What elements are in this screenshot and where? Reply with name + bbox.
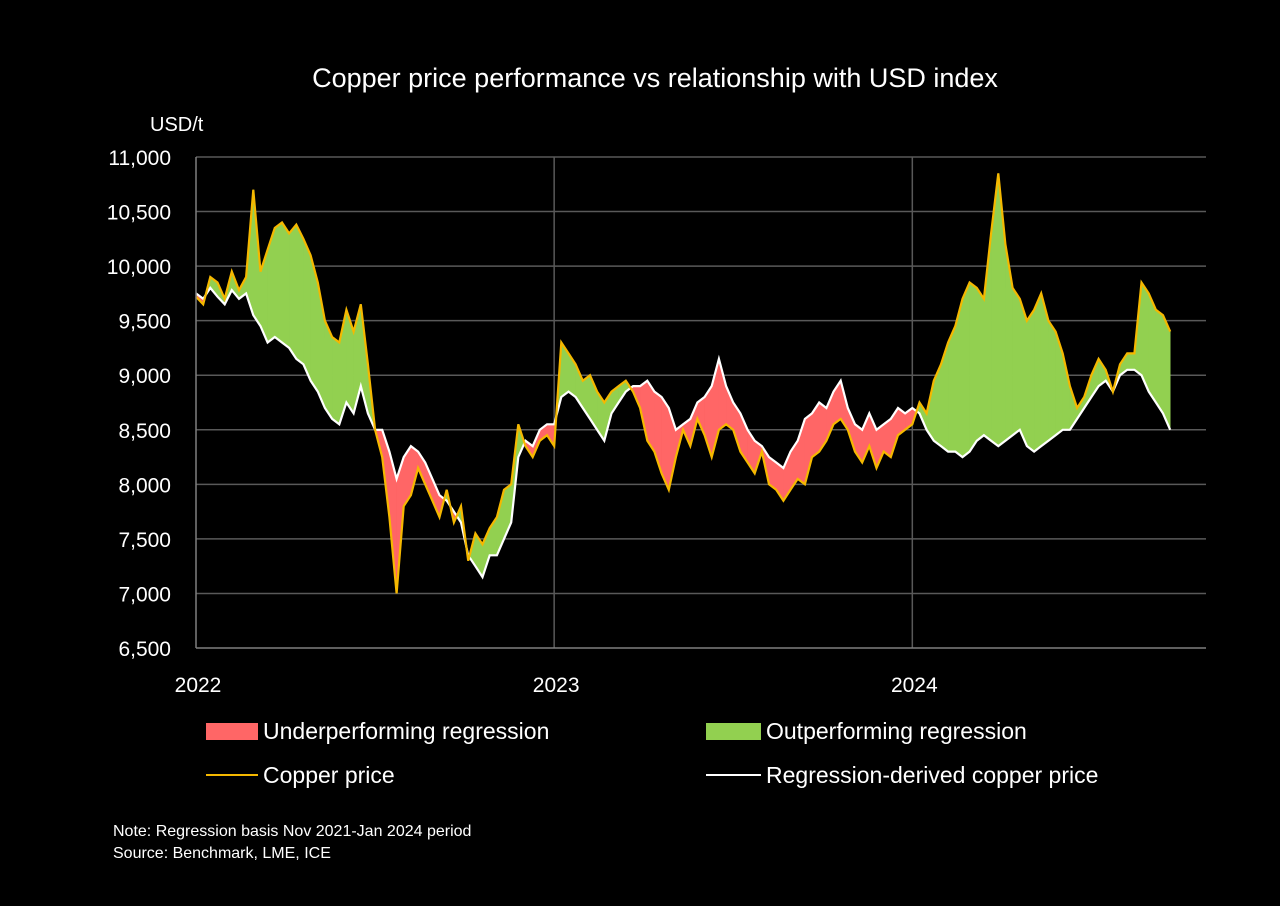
y-tick-label: 8,500 [118,420,171,443]
outperforming-fill [1033,293,1042,453]
x-tick-labels: 2022 2023 2024 [175,674,938,697]
outperforming-fill [1005,244,1013,442]
regression-line [195,286,1172,580]
outperforming-fill [295,224,304,365]
x-tick-label: 2024 [891,674,938,697]
footnote-note: Note: Regression basis Nov 2021-Jan 2024… [113,823,471,840]
outperforming-fill [990,173,999,447]
x-gridlines [553,157,914,648]
legend-swatch-outperforming [706,723,761,740]
legend-swatch-underperforming [206,723,258,740]
outperforming-fill [962,282,970,458]
outperforming-fill [274,221,283,344]
legend-label-copper: Copper price [263,762,395,788]
performance-fills [195,173,1171,594]
y-tick-label: 8,000 [118,474,171,497]
legend-label-underperforming: Underperforming regression [263,718,549,744]
y-axis-label: USD/t [150,114,204,136]
legend-item-underperforming: Underperforming regression [206,718,549,744]
outperforming-fill [1048,319,1056,442]
outperforming-fill [1126,353,1135,371]
y-tick-labels: 6,500 7,000 7,500 8,000 8,500 9,000 9,500 10,00… [107,147,171,661]
outperforming-fill [288,223,297,360]
legend-item-copper: Copper price [206,762,395,788]
legend-label-outperforming: Outperforming regression [766,718,1027,744]
x-tick-label: 2023 [533,674,580,697]
y-tick-label: 10,000 [107,256,171,279]
y-tick-label: 6,500 [118,638,171,661]
x-tick-label: 2022 [175,674,222,697]
outperforming-fill [303,238,311,381]
legend-item-outperforming: Outperforming regression [706,718,1027,744]
y-tick-label: 7,000 [118,583,171,606]
outperforming-fill [1162,315,1171,430]
outperforming-fill [1012,286,1021,436]
copper-price-line [195,173,1172,594]
y-tick-label: 11,000 [108,147,171,170]
legend-item-regression: Regression-derived copper price [706,762,1098,788]
outperforming-fill [1026,308,1035,453]
outperforming-fill [976,286,985,442]
outperforming-fill [281,221,290,349]
outperforming-fill [969,281,978,453]
y-tick-label: 7,500 [118,529,171,552]
y-tick-label: 9,000 [118,365,171,388]
outperforming-fill [1155,309,1164,415]
legend-label-regression: Regression-derived copper price [766,762,1098,788]
y-tick-label: 9,500 [118,311,171,334]
footnote-source: Source: Benchmark, LME, ICE [113,845,331,862]
y-tick-label: 10,500 [107,202,171,225]
outperforming-fill [947,325,956,452]
legend: Underperforming regression Outperforming… [206,718,1098,788]
outperforming-fill [331,336,340,425]
chart-title: Copper price performance vs relationship… [312,63,998,93]
